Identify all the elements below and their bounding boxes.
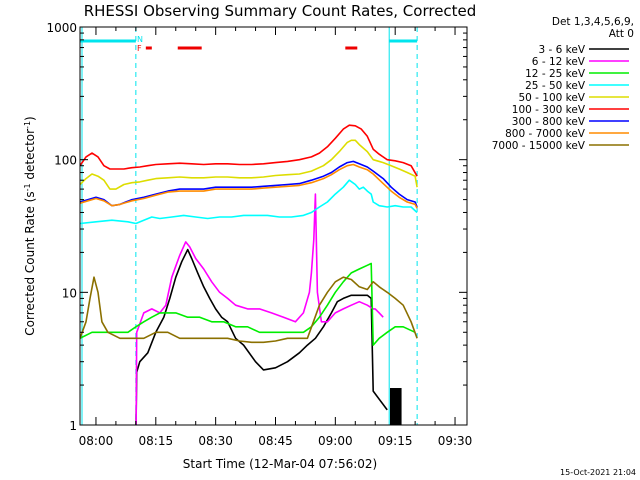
x-axis-label: Start Time (12-Mar-04 07:56:02): [183, 457, 377, 471]
series-line-6: [80, 124, 418, 177]
flag-n-label: N: [137, 35, 143, 44]
series-line-9: [80, 276, 418, 344]
x-tick-label: 08:00: [79, 434, 114, 448]
x-axis: 08:00 08:15 08:30 08:45 09:00 09:15 09:30: [79, 27, 473, 448]
x-tick-label: 08:30: [198, 434, 233, 448]
y-tick-label: 1000: [46, 21, 77, 35]
legend-label: 100 - 300 keV: [512, 104, 586, 116]
legend-label: 800 - 7000 keV: [505, 128, 586, 140]
legend-label: 12 - 25 keV: [525, 68, 586, 80]
series-line-3: [80, 262, 416, 346]
series-line-1: [135, 248, 388, 425]
y-tick-label: 10: [62, 286, 77, 300]
timestamp: 15-Oct-2021 21:04: [560, 468, 636, 477]
y-tick-label: 100: [54, 154, 77, 168]
y-tick-label: 1: [69, 419, 77, 433]
legend-label: 50 - 100 keV: [518, 92, 585, 104]
legend-label: 6 - 12 keV: [532, 56, 586, 68]
legend-header: Det 1,3,4,5,6,9, Att 0: [552, 16, 634, 40]
series-line-5: [80, 139, 418, 190]
flag-f-label: F: [137, 44, 142, 53]
x-tick-label: 08:45: [258, 434, 293, 448]
series-line-4: [80, 179, 418, 225]
legend-header-line2: Att 0: [609, 28, 634, 40]
legend-label: 3 - 6 keV: [538, 44, 585, 56]
x-tick-label: 09:00: [318, 434, 353, 448]
x-tick-label: 08:15: [139, 434, 174, 448]
data-gap-block: [389, 388, 402, 425]
series-line-8: [80, 163, 418, 209]
plot-annotations: NF: [80, 27, 418, 425]
legend-label: 7000 - 15000 keV: [492, 140, 586, 152]
y-axis: 1 10 100 1000: [46, 21, 467, 433]
series-line-7: [80, 160, 418, 208]
series-layer: [80, 124, 418, 425]
legend-header-line1: Det 1,3,4,5,6,9,: [552, 16, 634, 28]
chart-title: RHESSI Observing Summary Count Rates, Co…: [84, 2, 477, 20]
legend-label: 300 - 800 keV: [512, 116, 586, 128]
plot-frame: [79, 26, 468, 426]
legend-label: 25 - 50 keV: [525, 80, 586, 92]
x-tick-label: 09:30: [438, 434, 473, 448]
series-line-2: [135, 193, 384, 425]
x-tick-label: 09:15: [378, 434, 413, 448]
y-axis-label: Corrected Count Rate (s-1 detector-1): [23, 116, 38, 335]
